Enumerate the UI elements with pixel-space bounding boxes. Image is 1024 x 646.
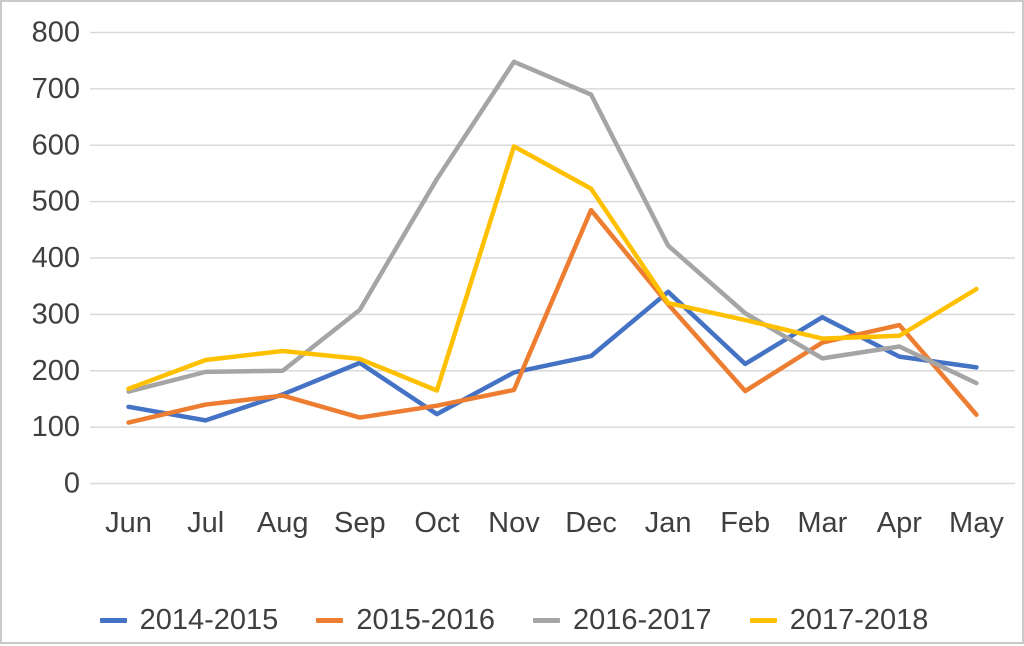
legend-marker-2017-2018 (749, 617, 777, 623)
legend-label: 2016-2017 (573, 603, 712, 636)
svg-text:800: 800 (32, 17, 80, 49)
series-line-2017-2018 (126, 144, 979, 393)
legend-item-2015-2016: 2015-2016 (316, 603, 495, 636)
svg-text:Aug: Aug (257, 507, 309, 539)
svg-text:200: 200 (32, 355, 80, 387)
svg-text:Oct: Oct (414, 507, 459, 539)
svg-text:400: 400 (32, 242, 80, 274)
legend-item-2017-2018: 2017-2018 (749, 603, 929, 636)
y-axis-labels: 0 100 200 300 400 500 600 700 800 (32, 17, 80, 500)
svg-text:Dec: Dec (565, 507, 617, 539)
svg-text:600: 600 (32, 129, 80, 161)
svg-text:Nov: Nov (488, 507, 540, 539)
legend-item-2014-2015: 2014-2015 (99, 603, 279, 636)
legend: 2014-2015 2015-2016 2016-2017 2017-2018 (2, 600, 1024, 640)
series-line-2016-2017 (126, 59, 979, 394)
legend-marker-2016-2017 (533, 617, 560, 623)
legend-marker-2015-2016 (316, 617, 344, 623)
svg-text:Sep: Sep (334, 507, 386, 539)
x-axis-labels: Jun Jul Aug Sep Oct Nov Dec Jan Feb Mar Apr May (105, 507, 1004, 539)
svg-text:Mar: Mar (797, 507, 847, 539)
svg-text:300: 300 (32, 298, 80, 330)
gridlines (90, 31, 1015, 485)
svg-text:Jan: Jan (645, 507, 692, 539)
svg-text:May: May (949, 507, 1004, 539)
svg-text:100: 100 (32, 411, 80, 443)
legend-label: 2014-2015 (139, 603, 279, 636)
svg-text:500: 500 (32, 186, 80, 218)
svg-text:0: 0 (64, 468, 80, 500)
legend-marker-2014-2015 (99, 617, 127, 623)
svg-text:700: 700 (32, 73, 80, 105)
legend-label: 2017-2018 (789, 603, 929, 636)
legend-item-2016-2017: 2016-2017 (533, 603, 712, 636)
svg-text:Apr: Apr (877, 507, 922, 539)
svg-text:Jun: Jun (105, 507, 152, 539)
svg-text:Jul: Jul (187, 507, 224, 539)
legend-label: 2015-2016 (356, 603, 495, 636)
series-line-2015-2016 (126, 207, 979, 425)
series-lines (126, 59, 979, 425)
svg-text:Feb: Feb (720, 507, 770, 539)
